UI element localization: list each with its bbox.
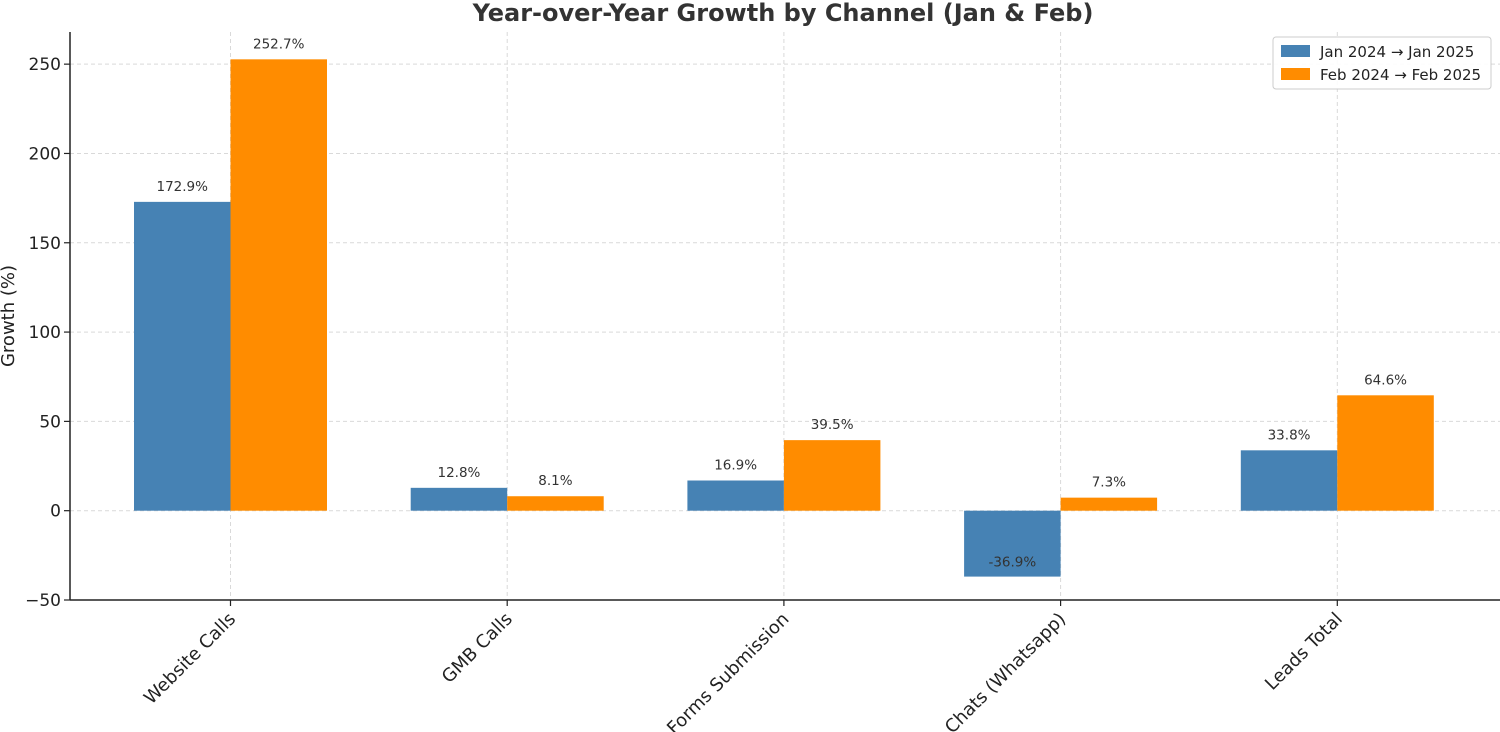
legend: Jan 2024 → Jan 2025 Feb 2024 → Feb 2025 [1272, 36, 1492, 90]
y-tick-label: 200 [29, 144, 61, 164]
bar-jan-3 [964, 510, 1061, 577]
x-tick-label: Website Calls [140, 609, 240, 709]
legend-swatch [1281, 45, 1310, 57]
data-label: 64.6% [1364, 372, 1407, 388]
legend-label: Feb 2024 → Feb 2025 [1320, 66, 1481, 84]
data-label: 172.9% [157, 179, 209, 195]
legend-swatch [1281, 68, 1310, 80]
y-tick-label: 250 [29, 55, 61, 75]
y-tick-label: 100 [29, 323, 61, 343]
bar-jan-0 [134, 201, 231, 511]
bars [134, 59, 1434, 577]
data-label: 8.1% [538, 473, 572, 489]
y-axis-label: Growth (%) [0, 265, 19, 367]
y-tick-label: 50 [39, 412, 61, 432]
data-label: 39.5% [811, 417, 854, 433]
legend-frame [1272, 36, 1492, 90]
y-tick-label: 0 [50, 502, 61, 522]
bar-jan-4 [1240, 450, 1338, 511]
bar-feb-2 [783, 440, 881, 511]
x-tick-label: Forms Submission [663, 609, 793, 732]
chart-title: Year-over-Year Growth by Channel (Jan & … [472, 0, 1094, 27]
bar-jan-1 [410, 487, 508, 511]
data-label: -36.9% [988, 555, 1036, 571]
y-tick-label: 150 [29, 234, 61, 254]
data-label: 12.8% [438, 465, 481, 481]
legend-label: Jan 2024 → Jan 2025 [1319, 43, 1474, 61]
bar-feb-3 [1060, 497, 1158, 511]
data-label: 33.8% [1268, 427, 1311, 443]
bar-feb-0 [230, 59, 327, 511]
x-tick-label: GMB Calls [438, 609, 517, 688]
x-tick-label: Chats (Whatsapp) [941, 609, 1070, 732]
x-tick-label: Leads Total [1261, 609, 1347, 695]
y-tick-label: −50 [25, 591, 61, 611]
data-label: 7.3% [1092, 475, 1126, 491]
bar-feb-4 [1337, 395, 1434, 511]
data-labels: 172.9% 12.8% 16.9% -36.9% 33.8% 252.7% 8.1% 39.… [157, 36, 1408, 570]
data-label: 252.7% [253, 36, 305, 52]
bar-feb-1 [507, 496, 604, 511]
bar-jan-2 [687, 480, 784, 511]
data-label: 16.9% [714, 458, 757, 474]
